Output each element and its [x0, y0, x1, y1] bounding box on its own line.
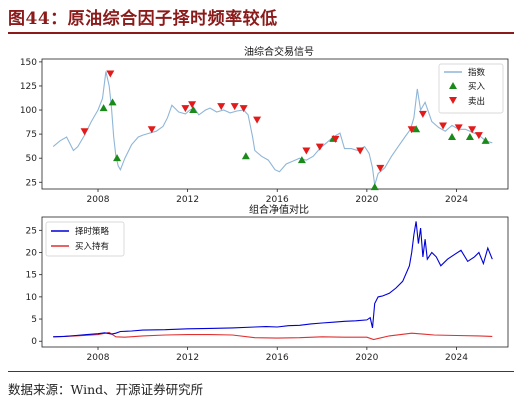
sell-signal-marker — [106, 70, 115, 78]
buy-signal-marker — [108, 98, 117, 106]
chart1-y-tick-label: 150 — [20, 58, 37, 68]
strategy-line — [53, 221, 493, 338]
chart2-y-tick-label: 10 — [26, 293, 38, 303]
sell-signal-marker — [239, 105, 248, 113]
chart2-x-tick-label: 2012 — [176, 353, 199, 363]
chart2-y-tick-label: 15 — [26, 271, 37, 281]
chart1-y-tick-label: 100 — [20, 106, 37, 116]
buy-signal-marker — [297, 156, 306, 164]
sell-signal-marker — [474, 132, 483, 140]
chart1-y-tick-label: 25 — [26, 178, 37, 188]
chart2-x-tick-label: 2008 — [87, 353, 110, 363]
chart2-y-tick-label: 5 — [31, 315, 37, 325]
chart2-legend: 择时策略 买入持有 — [45, 221, 125, 257]
chart1-y-tick-label: 125 — [20, 82, 37, 92]
buy-signal-marker — [241, 152, 250, 160]
chart1-axes: 2008 2012 2016 2020 2024 25 50 75 100 125 150 — [20, 58, 468, 205]
sell-signal-marker — [253, 116, 262, 124]
sell-signal-marker — [230, 103, 239, 111]
chart1-legend-box — [438, 63, 504, 114]
buy-signal-marker — [189, 106, 198, 114]
sell-signal-marker — [418, 110, 427, 118]
sell-signal-marker — [181, 105, 190, 113]
chart1-x-tick-label: 2008 — [87, 195, 110, 205]
sell-signal-marker — [188, 101, 197, 109]
chart2-x-tick-label: 2016 — [266, 353, 289, 363]
chart2-y-tick-label: 25 — [26, 226, 37, 236]
legend-sell-label: 卖出 — [468, 96, 485, 107]
sell-signal-marker — [315, 143, 324, 151]
figure-title: 图44：原油综合因子择时频率较低 — [8, 9, 278, 29]
sell-signal-marker — [407, 126, 416, 134]
chart2-x-tick-label: 2020 — [355, 353, 378, 363]
sell-signal-marker — [331, 135, 340, 143]
buy-signal-marker — [465, 133, 474, 140]
chart1-title: 油综合交易信号 — [244, 45, 314, 58]
chart1-y-tick-label: 75 — [26, 130, 37, 140]
buy-signal-marker — [481, 136, 490, 144]
buyhold-line — [53, 331, 493, 341]
source-note: 数据来源：Wind、开源证券研究所 — [8, 382, 204, 397]
title-underline — [8, 32, 514, 34]
sell-signal-marker — [468, 126, 477, 134]
chart1-y-tick-label: 50 — [26, 154, 38, 164]
buy-signal-marker — [370, 183, 379, 191]
chart2-plot-area — [41, 216, 509, 348]
buy-signal-marker — [447, 133, 456, 140]
chart1-x-tick-label: 2012 — [176, 195, 199, 205]
chart2-x-tick-label: 2024 — [445, 353, 468, 363]
legend-buy-icon — [449, 82, 457, 89]
legend-buy-label: 买入 — [468, 82, 486, 92]
chart2-y-tick-label: 20 — [26, 248, 38, 258]
buy-signal-marker — [412, 125, 421, 133]
legend-strategy-label: 择时策略 — [75, 226, 110, 237]
chart1-x-tick-label: 2020 — [355, 195, 378, 205]
chart1-legend: 指数 买入 卖出 — [438, 63, 504, 114]
sell-signal-marker — [302, 147, 311, 155]
chart2-axes: 2008 2012 2016 2020 2024 0 5 10 15 20 25 — [26, 226, 469, 363]
sell-signal-marker — [356, 147, 365, 155]
chart2-title: 组合净值对比 — [249, 203, 309, 216]
chart2-y-tick-label: 0 — [31, 337, 37, 347]
chart1-series — [52, 70, 493, 191]
sell-signal-marker — [439, 122, 448, 130]
legend-buyhold-label: 买入持有 — [75, 241, 109, 252]
legend-index-label: 指数 — [468, 67, 486, 78]
buy-signal-marker — [113, 154, 122, 162]
index-line — [52, 71, 493, 186]
sell-signal-marker — [217, 103, 226, 111]
sell-signal-marker — [376, 164, 385, 172]
chart1-x-tick-label: 2016 — [266, 195, 289, 205]
sell-signal-marker — [454, 124, 463, 132]
chart-canvas: 油综合交易信号 2008 2012 2016 2020 2024255075100125… — [20, 45, 509, 363]
chart2-series — [53, 221, 493, 341]
chart1-plot-area — [41, 58, 509, 190]
legend-sell-icon — [449, 97, 457, 104]
chart1-x-tick-label: 2024 — [445, 195, 468, 205]
sell-signal-marker — [80, 128, 89, 136]
sell-signal-marker — [147, 126, 156, 134]
buy-signal-marker — [99, 104, 108, 112]
footer-rule — [8, 371, 514, 372]
